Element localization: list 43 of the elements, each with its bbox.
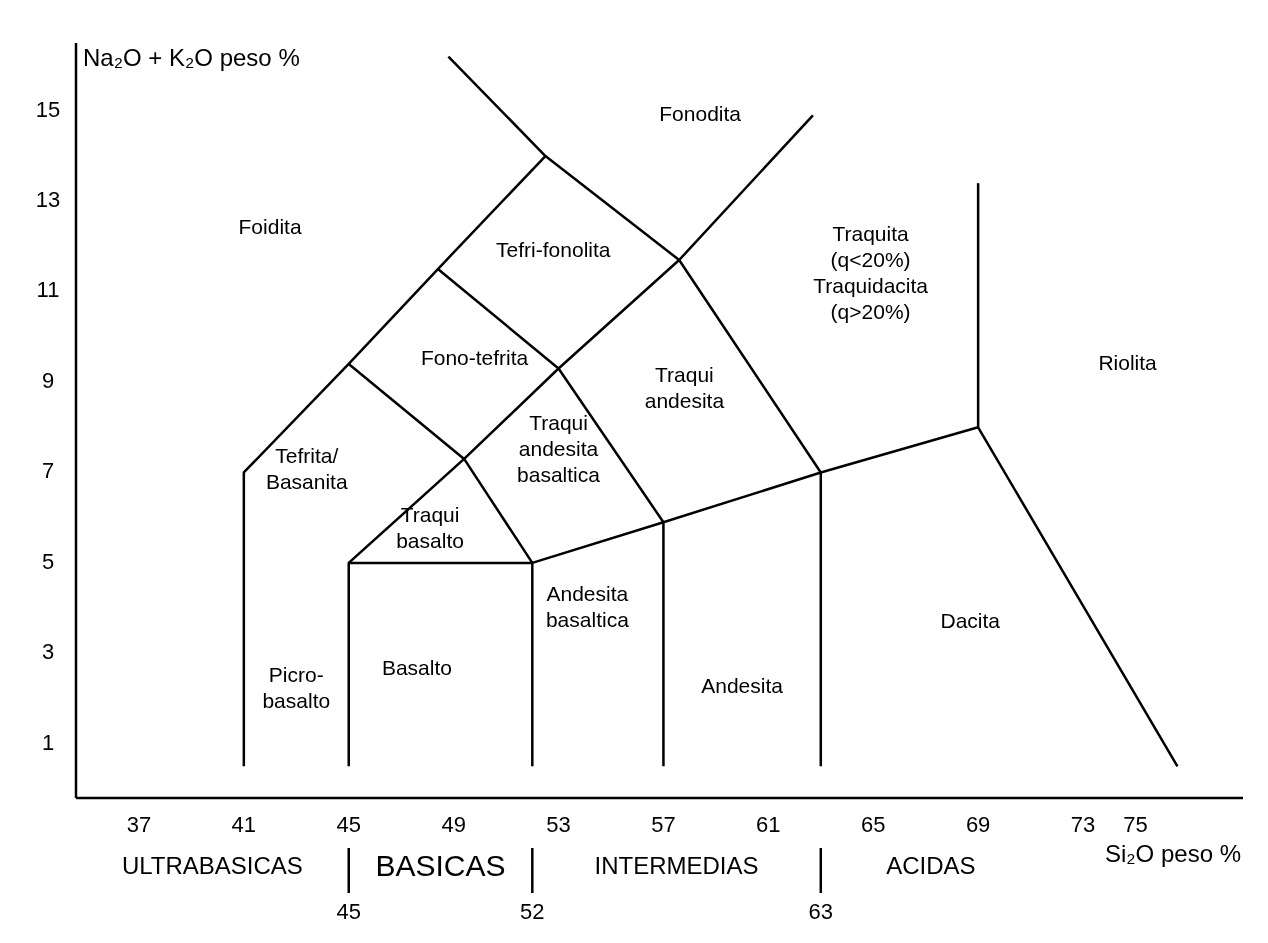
text: ACIDAS [886, 852, 976, 880]
y-tick-label: 11 [36, 277, 60, 303]
annotation: Tefri-fonolita [496, 237, 611, 261]
annotation: Riolita [1098, 350, 1158, 374]
x-tick-label: 61 [756, 811, 781, 837]
annotation: Tefrita/ Basanita [265, 443, 348, 493]
x-tick-label: 57 [651, 811, 676, 837]
x-tick-label: 65 [860, 811, 886, 837]
x-tick-label: 69 [965, 811, 991, 837]
y-tick-label: 9 [41, 367, 55, 393]
x-tick-label: 53 [546, 811, 571, 837]
annotation: Foidita [238, 214, 302, 238]
annotation: Dacita [940, 608, 1001, 632]
x-tick-label: 49 [441, 811, 466, 837]
y-tick-label: 5 [41, 548, 55, 574]
y-axis-title: Na₂O + K₂O peso % [83, 44, 300, 72]
text: INTERMEDIAS [594, 852, 759, 880]
y-tick-label: 1 [41, 729, 55, 755]
y-tick-label: 15 [35, 96, 61, 122]
annotation: Basalto [381, 655, 452, 679]
y-tick-label: 13 [35, 187, 61, 213]
x-tick-label: 75 [1123, 811, 1148, 837]
annotation: Traqui basalto [396, 502, 464, 552]
annotation: Fonodita [659, 101, 742, 125]
x-tick-label: 37 [126, 811, 152, 837]
x2-tick-label: 45 [336, 898, 361, 924]
text: BASICAS [375, 848, 506, 882]
annotation: Andesita basaltica [545, 581, 630, 631]
annotation: Picro- basalto [262, 663, 331, 713]
x2-tick-label: 52 [520, 898, 545, 924]
annotation: Traqui andesita [644, 362, 725, 412]
text: ULTRABASICAS [121, 852, 303, 880]
annotation: Traqui andesita basaltica [517, 410, 601, 486]
annotation: Fono-tefrita [420, 346, 529, 370]
y-tick-label: 3 [41, 639, 55, 665]
x-axis-title: Si₂O peso % [1104, 840, 1241, 868]
annotation: Andesita [701, 673, 784, 697]
x-tick-label: 41 [231, 811, 257, 837]
y-tick-label: 7 [41, 458, 55, 484]
x-tick-label: 73 [1070, 811, 1096, 837]
x-tick-label: 45 [336, 811, 361, 837]
x2-tick-label: 63 [808, 898, 834, 924]
annotation: Traquita (q<20%) Traquidacita (q>20%) [813, 221, 929, 323]
